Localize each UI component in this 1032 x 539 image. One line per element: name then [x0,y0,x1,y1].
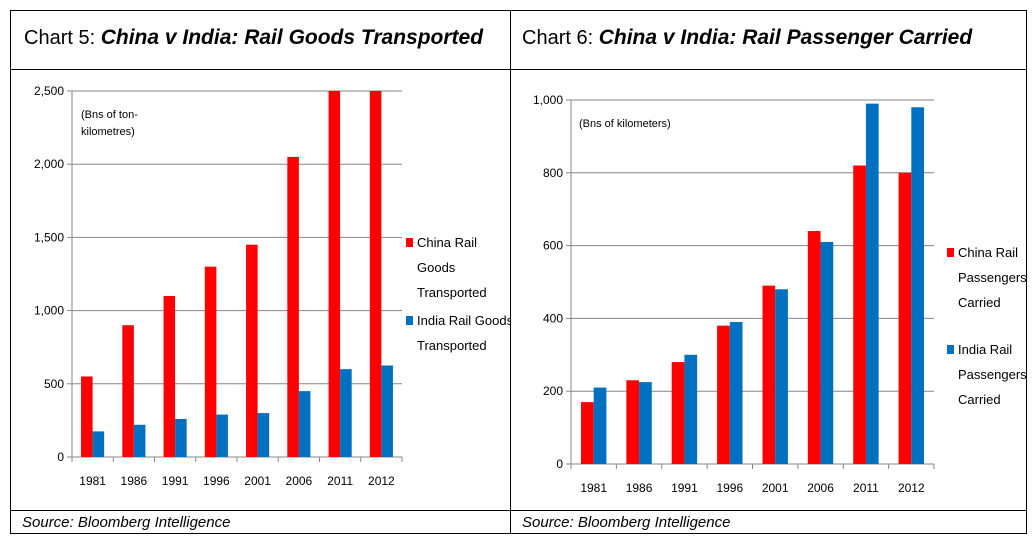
chart5-ytick-label: 1,500 [34,230,64,244]
chart5-bar-china [204,266,217,457]
chart6-unit-note: (Bns of kilometers) [579,118,671,130]
chart6-bar-india [729,322,743,464]
chart6-ytick-label: 1,000 [533,93,563,107]
chart6-bar-china [580,402,594,464]
chart6-title-prefix: Chart 6: [522,27,599,49]
chart5-ytick-label: 1,000 [34,304,64,318]
chart5-plot: 0 500 1,000 1,500 2,000 2,500 1981 1986 1991 1996… [34,84,510,488]
chart5-xtick-label: 2001 [244,474,271,488]
chart5-unit-note: kilometres) [81,126,135,138]
chart5-bar-china [163,295,176,457]
chart6-legend-label: Passengers [958,367,1027,382]
chart5-xtick-label: 2011 [327,474,353,488]
chart6-bar-china [807,231,821,464]
chart6-ytick-label: 600 [543,239,563,253]
chart5-legend-label: India Rail Goods [417,313,510,328]
chart6-xtick-label: 2012 [898,481,925,495]
chart6-legend-label: Passengers [958,270,1027,285]
chart5-bar-india [216,414,228,457]
chart5-bar-india [340,369,352,457]
chart5-title-text: China v India: Rail Goods Transported [100,26,484,49]
chart6-bar-india [865,103,879,464]
chart6-legend-label: India Rail [958,342,1012,357]
chart5-xtick-label: 2006 [286,474,313,488]
chart5-source: Source: Bloomberg Intelligence [22,514,231,531]
chart6-legend-label: Carried [958,392,1001,407]
chart6-bar-india [593,387,607,464]
chart5-ytick-label: 2,000 [34,157,64,171]
chart5-bar-india [133,424,146,457]
chart6-ytick-label: 800 [543,166,563,180]
chart6-ytick-label: 200 [543,384,563,398]
chart6-source: Source: Bloomberg Intelligence [522,514,731,531]
chart6-xtick-label: 1986 [626,481,653,495]
chart6-plot: 0 200 400 600 800 1,000 1981 1986 1991 1996 2001 20… [533,93,1027,495]
chart5-xtick-label: 1991 [162,474,189,488]
chart5-bar-india [298,391,311,457]
panel-divider [510,10,511,534]
chart5-bar-china [81,376,93,457]
chart6-title-text: China v India: Rail Passenger Carried [598,26,973,49]
chart5-bar-india [92,431,105,457]
chart5-ytick-label: 2,500 [34,84,64,98]
chart6-bar-india [911,107,925,464]
source-divider [10,510,1027,511]
chart5-bar-china [246,244,258,457]
chart5-legend-swatch-china [406,238,413,247]
chart5-bar-india [257,413,270,457]
chart6-bar-china [626,380,640,464]
chart5-ytick-label: 500 [44,377,64,391]
chart6-bar-india [684,354,698,464]
chart6-bar-china [898,172,912,465]
chart5-legend-label: China Rail [417,235,477,250]
chart5-bar-china [369,91,382,457]
chart6-bar-china [717,325,730,464]
chart6-title: Chart 6: China v India: Rail Passenger C… [522,26,972,50]
chart5-legend-label: Transported [417,285,487,300]
chart5-xtick-label: 1996 [203,474,230,488]
chart6-xtick-label: 2006 [807,481,834,495]
chart5-xtick-label: 1986 [121,474,148,488]
chart5-bar-india [381,365,393,457]
chart6-xtick-label: 1996 [716,481,743,495]
chart6-bar-india [775,289,788,464]
chart6-bar-china [671,362,685,464]
chart5-title: Chart 5: China v India: Rail Goods Trans… [24,26,483,50]
chart6-legend-label: Carried [958,295,1001,310]
chart6-bar-china [762,285,776,464]
figure-frame [10,10,1027,534]
chart5-legend-label: Transported [417,338,487,353]
chart6-xtick-label: 2011 [853,481,879,495]
chart6-xtick-label: 1981 [580,481,607,495]
chart5-legend-swatch-india [406,316,413,325]
chart6-legend-label: China Rail [958,245,1018,260]
chart5-bar-china [328,91,341,457]
chart5-bar-china [122,325,134,457]
chart5-unit-note: (Bns of ton- [81,109,138,121]
chart6-bar-india [639,382,652,464]
chart5-xtick-label: 2012 [368,474,395,488]
chart5-legend-label: Goods [417,260,456,275]
chart6-ytick-label: 400 [543,311,563,325]
chart6-bar-india [820,241,834,464]
chart6-legend-swatch-india [947,345,954,354]
chart5-title-prefix: Chart 5: [24,27,101,49]
title-divider [10,69,1027,70]
chart5-ytick-label: 0 [57,450,64,464]
chart6-ytick-label: 0 [556,457,563,471]
chart6-xtick-label: 2001 [762,481,789,495]
chart6-legend-swatch-china [947,248,954,257]
chart6-bar-china [853,165,866,464]
chart6-xtick-label: 1991 [671,481,698,495]
chart5-xtick-label: 1981 [79,474,106,488]
chart5-bar-india [175,418,187,457]
chart5-bar-china [287,156,299,457]
